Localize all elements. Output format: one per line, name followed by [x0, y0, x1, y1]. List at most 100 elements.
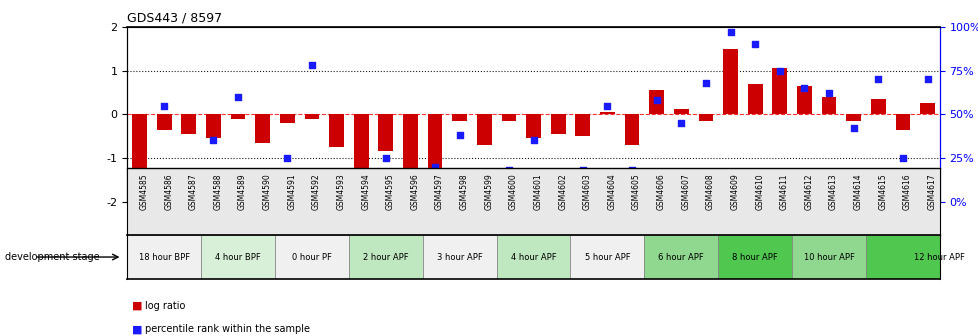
Text: 2 hour APF: 2 hour APF	[363, 253, 408, 261]
Point	[156, 103, 172, 108]
Bar	[348, 235, 422, 279]
Point	[869, 77, 885, 82]
Point	[402, 185, 418, 190]
Text: GSM4608: GSM4608	[705, 173, 714, 210]
Point	[624, 167, 640, 173]
Bar	[181, 114, 196, 134]
Point	[452, 132, 467, 138]
Point	[894, 155, 910, 161]
Point	[918, 77, 934, 82]
Text: GSM4602: GSM4602	[557, 173, 566, 210]
Point	[550, 178, 565, 183]
Text: GSM4609: GSM4609	[730, 173, 738, 210]
Point	[329, 178, 344, 183]
Text: GSM4597: GSM4597	[434, 173, 444, 210]
Text: 4 hour APF: 4 hour APF	[511, 253, 556, 261]
Text: 5 hour APF: 5 hour APF	[584, 253, 630, 261]
Bar	[624, 114, 639, 145]
Bar	[895, 114, 910, 130]
Bar	[231, 114, 245, 119]
Point	[697, 80, 713, 85]
Point	[746, 42, 762, 47]
Point	[796, 85, 812, 91]
Bar	[304, 114, 319, 119]
Text: GSM4595: GSM4595	[385, 173, 394, 210]
Text: 18 hour BPF: 18 hour BPF	[139, 253, 190, 261]
Point	[353, 185, 369, 190]
Bar	[575, 114, 590, 136]
Text: GSM4616: GSM4616	[902, 173, 911, 210]
Text: GSM4591: GSM4591	[287, 173, 296, 210]
Text: log ratio: log ratio	[145, 301, 185, 311]
Bar	[496, 235, 570, 279]
Point	[279, 155, 294, 161]
Point	[722, 30, 737, 35]
Bar	[718, 235, 791, 279]
Bar	[156, 114, 171, 130]
Bar	[772, 69, 786, 114]
Text: GSM4588: GSM4588	[213, 173, 222, 210]
Text: GSM4599: GSM4599	[484, 173, 493, 210]
Text: GSM4594: GSM4594	[361, 173, 370, 210]
Point	[254, 178, 270, 183]
Bar	[570, 235, 644, 279]
Point	[673, 120, 689, 126]
Text: GSM4590: GSM4590	[262, 173, 272, 210]
Bar	[422, 235, 496, 279]
Point	[476, 190, 492, 196]
Point	[574, 167, 590, 173]
Bar	[866, 235, 978, 279]
Text: development stage: development stage	[5, 252, 100, 262]
Text: GSM4586: GSM4586	[164, 173, 173, 210]
Text: GSM4592: GSM4592	[312, 173, 321, 210]
Text: GSM4601: GSM4601	[533, 173, 542, 210]
Text: GSM4606: GSM4606	[656, 173, 665, 210]
Bar	[821, 97, 835, 114]
Text: GSM4615: GSM4615	[877, 173, 886, 210]
Bar	[200, 235, 275, 279]
Bar	[551, 114, 565, 134]
Text: GSM4605: GSM4605	[632, 173, 641, 210]
Text: 8 hour APF: 8 hour APF	[732, 253, 778, 261]
Text: 12 hour APF: 12 hour APF	[913, 253, 964, 261]
Bar	[796, 86, 811, 114]
Text: ■: ■	[132, 301, 143, 311]
Bar	[501, 114, 515, 121]
Bar	[378, 114, 393, 151]
Point	[845, 126, 861, 131]
Bar	[673, 109, 688, 114]
Bar	[698, 114, 713, 121]
Text: GSM4607: GSM4607	[681, 173, 689, 210]
Text: GSM4603: GSM4603	[582, 173, 591, 210]
Text: GSM4585: GSM4585	[140, 173, 149, 210]
Point	[599, 103, 614, 108]
Bar	[747, 84, 762, 114]
Point	[205, 138, 221, 143]
Point	[525, 138, 541, 143]
Text: GSM4617: GSM4617	[926, 173, 936, 210]
Bar	[870, 99, 885, 114]
Bar	[205, 114, 221, 138]
Text: 6 hour APF: 6 hour APF	[658, 253, 703, 261]
Text: GSM4596: GSM4596	[410, 173, 419, 210]
Point	[181, 178, 197, 183]
Text: GSM4589: GSM4589	[238, 173, 246, 210]
Bar	[255, 114, 270, 143]
Point	[378, 155, 393, 161]
Text: GSM4604: GSM4604	[606, 173, 616, 210]
Point	[426, 164, 442, 169]
Bar	[919, 103, 934, 114]
Text: GDS443 / 8597: GDS443 / 8597	[127, 11, 222, 24]
Bar	[275, 235, 348, 279]
Point	[648, 97, 664, 103]
Bar	[791, 235, 866, 279]
Text: GSM4610: GSM4610	[754, 173, 764, 210]
Bar	[427, 114, 442, 173]
Bar	[403, 114, 418, 171]
Text: GSM4613: GSM4613	[828, 173, 837, 210]
Text: GSM4587: GSM4587	[189, 173, 198, 210]
Text: 10 hour APF: 10 hour APF	[803, 253, 854, 261]
Text: GSM4600: GSM4600	[509, 173, 517, 210]
Point	[772, 68, 787, 73]
Point	[501, 167, 516, 173]
